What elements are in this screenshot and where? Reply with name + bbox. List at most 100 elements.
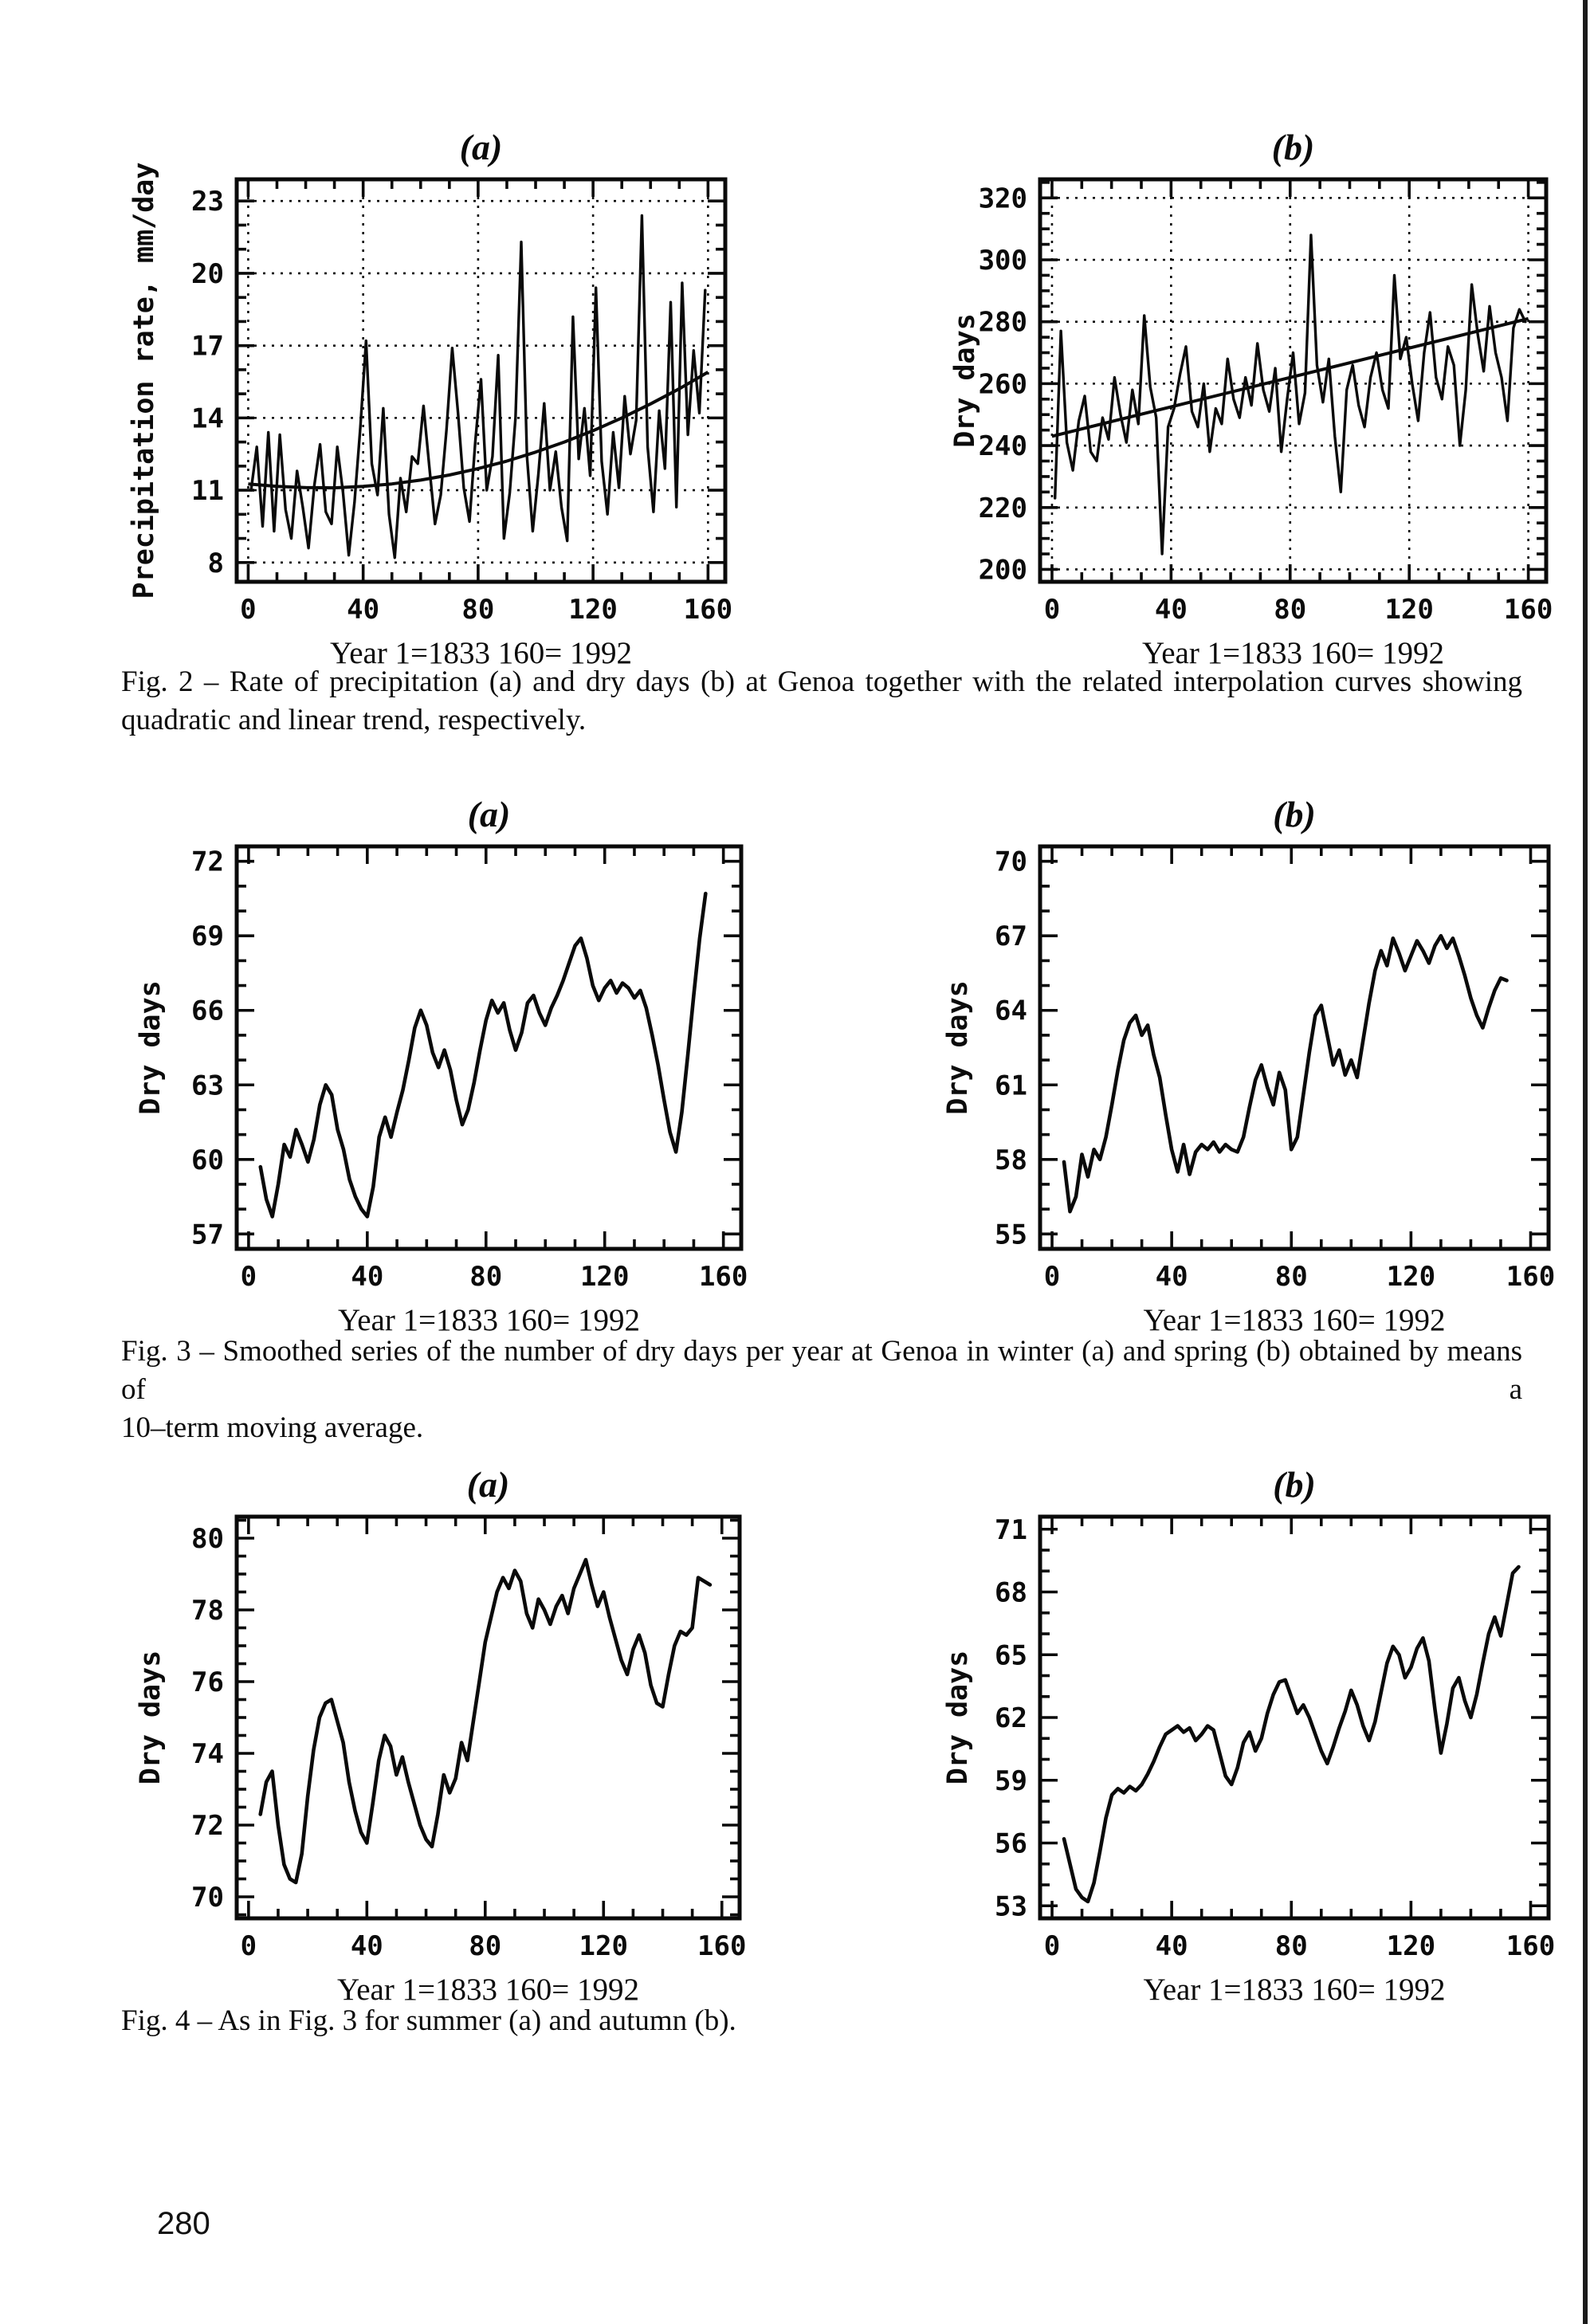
y-tick-label: 72 [191,1810,224,1842]
x-tick-label: 160 [699,1261,748,1293]
x-tick-label: 160 [684,594,732,626]
scan-border-line [1583,0,1588,2324]
y-tick-label: 260 [979,368,1027,400]
dotted-grid [237,179,725,582]
axes-box [234,177,728,584]
tick-marks [1040,179,1546,582]
y-tick-label: 53 [995,1890,1027,1922]
x-axis-title: Year 1=1833 160= 1992 [330,636,632,670]
y-tick-label: 320 [979,183,1027,214]
y-tick-labels: 200 220 240 260 280 300 320 [979,183,1027,586]
x-tick-label: 40 [351,1930,383,1962]
y-tick-label: 68 [995,1577,1027,1609]
x-tick-label: 0 [1044,1261,1060,1293]
y-tick-label: 220 [979,493,1027,524]
x-tick-labels: 0 40 80 120 160 [241,1261,748,1293]
fig2-caption-line1: Fig. 2 – Rate of precipitation (a) and d… [121,665,1522,698]
x-axis-title: Year 1=1833 160= 1992 [1142,636,1444,670]
fig3-caption-line1: Fig. 3 – Smoothed series of the number o… [121,1335,1522,1406]
y-tick-label: 240 [979,430,1027,462]
y-tick-label: 67 [995,921,1027,952]
x-tick-label: 0 [241,1930,257,1962]
y-tick-label: 60 [191,1144,224,1176]
y-tick-label: 61 [995,1070,1027,1101]
y-tick-label: 14 [191,402,224,434]
y-tick-label: 66 [191,995,224,1027]
fig2-caption: Fig. 2 – Rate of precipitation (a) and d… [121,663,1522,740]
tick-marks [237,1517,740,1918]
x-tick-label: 0 [240,594,256,626]
axes-box [1038,844,1551,1251]
y-tick-label: 17 [191,331,224,363]
x-tick-label: 40 [1156,1261,1188,1293]
tick-marks [237,179,725,582]
x-tick-label: 160 [697,1930,746,1962]
y-tick-label: 59 [995,1765,1027,1797]
y-tick-label: 64 [995,995,1027,1027]
fig4-caption-line1: Fig. 4 – As in Fig. 3 for summer (a) and… [121,2004,736,2037]
series-line [258,891,708,1219]
y-axis-title: Dry days [135,980,167,1115]
x-tick-label: 40 [1156,1930,1188,1962]
y-tick-label: 74 [191,1738,224,1770]
y-tick-label: 56 [995,1828,1027,1860]
panel-label: (a) [467,1464,510,1505]
y-tick-label: 72 [191,846,224,878]
x-tick-labels: 0 40 80 120 160 [1044,1930,1555,1962]
fig2-caption-line2: quadratic and linear trend, respectively… [121,704,587,736]
y-tick-label: 80 [191,1523,224,1555]
x-tick-label: 160 [1504,594,1553,626]
y-axis-title: Precipitation rate, mm/day [128,163,160,599]
tick-marks [237,846,741,1249]
y-tick-labels: 53 56 59 62 65 68 71 [995,1514,1027,1923]
tick-marks [1040,846,1549,1249]
series-line [1062,933,1509,1214]
y-tick-label: 76 [191,1666,224,1698]
x-axis-title: Year 1=1833 160= 1992 [337,1973,639,2007]
x-axis-title: Year 1=1833 160= 1992 [338,1303,640,1337]
x-tick-labels: 0 40 80 120 160 [1044,1261,1555,1293]
x-tick-label: 80 [461,594,494,626]
y-tick-label: 300 [979,245,1027,277]
series-line [1054,234,1527,555]
page-number: 280 [157,2206,210,2241]
y-tick-label: 70 [191,1882,224,1914]
x-tick-label: 120 [580,1261,629,1293]
fig3-caption-line2: 10–term moving average. [121,1411,424,1444]
panel-label: (b) [1272,127,1315,167]
axes-box [234,1514,742,1921]
x-tick-label: 80 [469,1930,501,1962]
x-axis-title: Year 1=1833 160= 1992 [1143,1973,1445,2007]
fig4-caption: Fig. 4 – As in Fig. 3 for summer (a) and… [121,2002,1522,2040]
fig2b-chart: 200 220 240 260 280 300 320 0 40 80 120 160 Dry days… [949,127,1553,670]
y-axis-title: Dry days [135,1651,167,1785]
fig3b-chart: 55 58 61 64 67 70 0 40 80 120 160 Dry days Year 1=18… [942,794,1555,1337]
y-tick-label: 23 [191,186,224,218]
fig2a-chart: 8 11 14 17 20 23 0 40 80 120 160 Precipitation rate… [128,127,732,670]
y-tick-labels: 55 58 61 64 67 70 [995,846,1027,1251]
x-tick-label: 40 [1155,594,1188,626]
panel-label: (b) [1273,794,1316,834]
x-tick-label: 120 [568,594,617,626]
x-axis-title: Year 1=1833 160= 1992 [1143,1303,1445,1337]
series-line [249,214,707,559]
x-tick-label: 0 [241,1261,257,1293]
y-tick-label: 78 [191,1595,224,1627]
axes-box [1038,177,1549,584]
x-tick-label: 80 [1275,1930,1308,1962]
x-tick-labels: 0 40 80 120 160 [1044,594,1553,626]
y-tick-label: 200 [979,554,1027,586]
y-tick-label: 71 [995,1514,1027,1546]
fig3-caption: Fig. 3 – Smoothed series of the number o… [121,1333,1522,1447]
panel-label: (a) [468,794,511,834]
fig4b-chart: 53 56 59 62 65 68 71 0 40 80 120 160 Dry days Year 1=… [942,1464,1555,2007]
x-tick-label: 80 [469,1261,502,1293]
series-line [1062,1564,1521,1904]
x-tick-label: 120 [1387,1930,1435,1962]
y-tick-labels: 70 72 74 76 78 80 [191,1523,224,1914]
x-tick-label: 160 [1506,1930,1555,1962]
y-tick-label: 20 [191,258,224,290]
y-tick-label: 8 [208,548,224,579]
